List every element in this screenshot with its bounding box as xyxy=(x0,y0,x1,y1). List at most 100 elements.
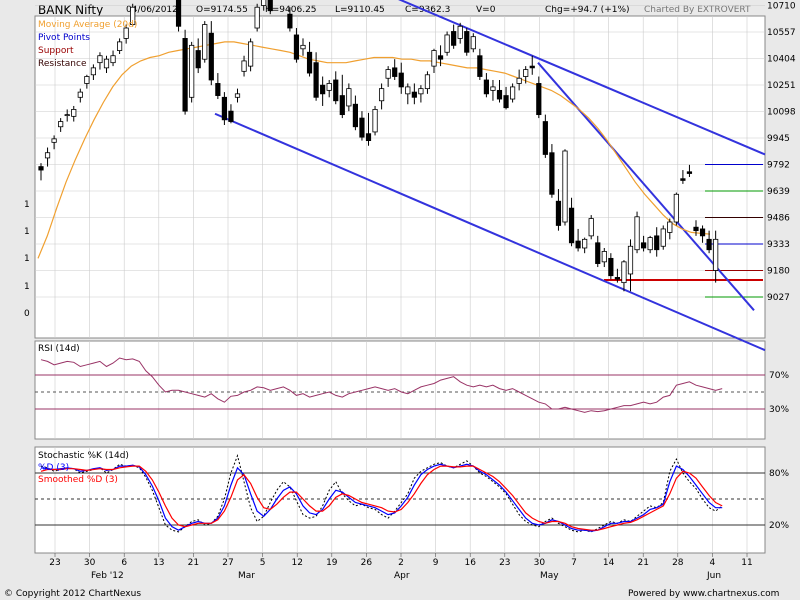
rsi-panel xyxy=(34,340,766,440)
month-label: Feb '12 xyxy=(91,571,124,581)
rsi-grid xyxy=(35,341,765,439)
price-axis-label: 9180 xyxy=(767,267,790,277)
candle-down xyxy=(477,55,483,77)
candle-up xyxy=(346,88,352,107)
candle-up xyxy=(261,0,267,6)
candle-up xyxy=(562,150,568,223)
axis-labels: 23 30 6 13 21 27 5 12 19 26 2 9 16 23 30 7 14 21 28 4 11Feb … xyxy=(24,2,796,581)
candle-up xyxy=(405,86,411,95)
x-tick-label: 4 xyxy=(710,558,716,568)
left-axis-label: 1 xyxy=(24,254,30,264)
trendline xyxy=(398,0,766,156)
stoch-k-line xyxy=(40,454,723,533)
price-axis-label: 10404 xyxy=(767,55,796,65)
candle-down xyxy=(333,79,339,102)
candle-up xyxy=(90,67,96,76)
candle-down xyxy=(437,55,444,60)
quote-close: C=9362.3 xyxy=(405,5,450,15)
charted-by: Charted By EXTROVERT xyxy=(644,5,751,15)
candle-down xyxy=(38,166,44,171)
price-axis-label: 9639 xyxy=(767,187,790,197)
candle-up xyxy=(621,261,627,284)
candle-up xyxy=(667,221,673,233)
stochastic-title: Stochastic %K (14d) xyxy=(38,451,129,461)
candle-up xyxy=(588,218,594,237)
candle-up xyxy=(509,86,516,100)
candles xyxy=(38,0,719,292)
quote-date: 04/06/2012 xyxy=(126,5,178,15)
legend-smoothed-d: Smoothed %D (3) xyxy=(38,475,118,485)
candle-up xyxy=(385,69,391,79)
month-label: Mar xyxy=(238,571,255,581)
x-tick-label: 30 xyxy=(534,558,546,568)
candle-up xyxy=(110,55,116,64)
candle-down xyxy=(228,110,234,122)
candle-down xyxy=(614,277,621,280)
candle-up xyxy=(523,69,529,77)
stoch-smoothed-d-line xyxy=(40,465,723,531)
candle-down xyxy=(595,242,601,264)
legend-support: Support xyxy=(38,46,74,56)
x-tick-label: 28 xyxy=(672,558,684,568)
candle-down xyxy=(451,31,457,46)
candle-down xyxy=(182,38,188,112)
footer-powered-by: Powered by www.chartnexus.com xyxy=(628,589,779,599)
candle-down xyxy=(503,95,509,109)
candle-down xyxy=(195,50,201,69)
legend-percent-d: %D (3) xyxy=(38,463,69,473)
candle-down xyxy=(267,0,273,12)
candle-down xyxy=(693,226,699,232)
candle-down xyxy=(536,83,542,116)
candle-up xyxy=(103,58,110,69)
left-axis-label: 0 xyxy=(24,309,30,319)
candle-up xyxy=(189,44,195,98)
x-tick-label: 21 xyxy=(637,558,648,568)
footer-copyright: © Copyright 2012 ChartNexus xyxy=(4,589,141,599)
candle-down xyxy=(221,96,227,121)
stochastic-layer xyxy=(40,454,723,533)
candle-up xyxy=(234,93,241,98)
price-grid xyxy=(35,5,765,338)
candle-down xyxy=(392,67,398,77)
rsi-line xyxy=(40,357,723,413)
candle-up xyxy=(378,88,385,102)
candle-up xyxy=(247,41,254,67)
x-tick-label: 11 xyxy=(741,558,752,568)
x-tick-label: 30 xyxy=(84,558,96,568)
x-tick-label: 9 xyxy=(433,558,439,568)
price-axis-label: 9486 xyxy=(767,214,790,224)
candle-up xyxy=(58,121,64,128)
candle-down xyxy=(529,65,535,69)
candle-up xyxy=(51,138,57,143)
price-axis-label: 9792 xyxy=(767,161,790,171)
month-label: Apr xyxy=(394,571,410,581)
candle-down xyxy=(306,51,313,74)
x-tick-label: 2 xyxy=(398,558,404,568)
x-tick-label: 19 xyxy=(326,558,338,568)
symbol-title: BANK Nifty xyxy=(38,3,103,17)
candle-up xyxy=(241,60,247,72)
candle-up xyxy=(418,88,424,95)
x-tick-label: 12 xyxy=(291,558,302,568)
x-tick-label: 6 xyxy=(121,558,127,568)
candle-up xyxy=(130,6,136,25)
x-tick-label: 7 xyxy=(571,558,577,568)
month-label: May xyxy=(540,571,559,581)
quote-low: L=9110.45 xyxy=(335,5,385,15)
candle-up xyxy=(634,216,640,251)
candle-down xyxy=(542,121,548,155)
candle-down xyxy=(699,228,706,237)
x-tick-label: 26 xyxy=(361,558,373,568)
candle-down xyxy=(287,13,293,29)
moving-average-line xyxy=(37,41,711,259)
price-axis-label: 9027 xyxy=(767,293,790,303)
candle-down xyxy=(352,103,359,128)
price-axis-label: 10251 xyxy=(767,81,796,91)
candle-up xyxy=(470,36,476,50)
price-legend: Moving Average (20d) Pivot Points Suppor… xyxy=(38,20,137,69)
candle-down xyxy=(320,84,326,95)
x-tick-label: 21 xyxy=(188,558,199,568)
header-bar: BANK Nifty 04/06/2012 O=9174.55 H=9406.2… xyxy=(38,3,751,17)
candle-up xyxy=(117,41,123,51)
x-tick-label: 16 xyxy=(464,558,476,568)
